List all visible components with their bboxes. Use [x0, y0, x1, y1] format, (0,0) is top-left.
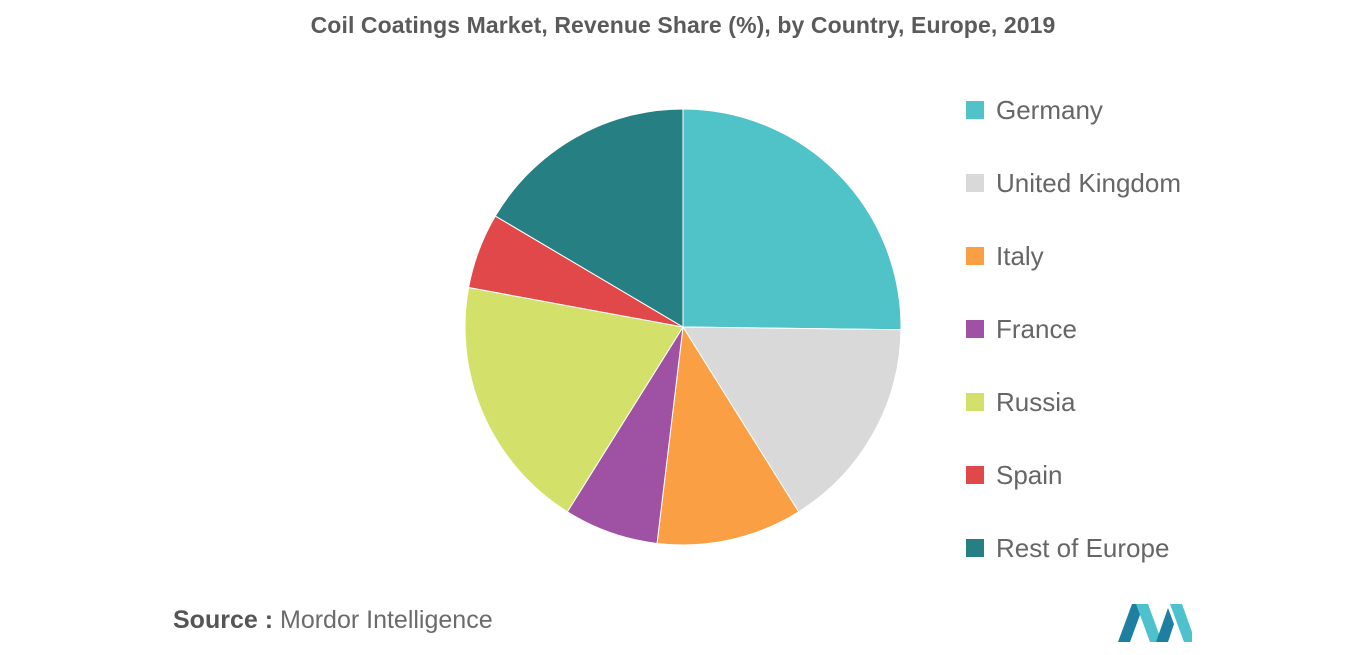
legend-label-united-kingdom: United Kingdom [996, 168, 1181, 198]
source-separator: : [257, 606, 274, 634]
legend-label-france: France [996, 314, 1077, 344]
legend-swatch-italy [966, 247, 984, 265]
pie-slice-russia [464, 286, 684, 513]
legend-swatch-germany [966, 101, 984, 119]
legend-item-italy: Italy [966, 238, 1346, 311]
pie-slice-united-kingdom [682, 326, 902, 513]
legend-item-germany: Germany [966, 92, 1346, 165]
chart-title: Coil Coatings Market, Revenue Share (%),… [310, 12, 1056, 38]
legend-swatch-france [966, 320, 984, 338]
legend-swatch-rest-of-europe [966, 539, 984, 557]
mordor-intelligence-logo [1118, 604, 1192, 642]
legend-item-united-kingdom: United Kingdom [966, 165, 1346, 238]
legend-item-spain: Spain [966, 457, 1346, 530]
legend-label-rest-of-europe: Rest of Europe [996, 533, 1170, 563]
legend: Germany United Kingdom Italy France Russia Sp… [966, 92, 1346, 603]
source-note: Source : Mordor Intelligence [173, 606, 493, 635]
legend-label-russia: Russia [996, 387, 1076, 417]
legend-label-germany: Germany [996, 95, 1103, 125]
legend-swatch-spain [966, 466, 984, 484]
legend-item-russia: Russia [966, 384, 1346, 457]
logo-shape-right [1170, 604, 1192, 642]
pie-slice-italy [656, 325, 800, 546]
legend-swatch-united-kingdom [966, 174, 984, 192]
pie-slice-rest-of-europe [494, 108, 684, 328]
source-label: Source [173, 606, 258, 634]
logo-shape-middle [1136, 604, 1162, 642]
legend-item-france: France [966, 311, 1346, 384]
legend-swatch-russia [966, 393, 984, 411]
legend-label-italy: Italy [996, 241, 1044, 271]
logo-shape-left [1118, 604, 1144, 642]
legend-item-rest-of-europe: Rest of Europe [966, 530, 1346, 603]
legend-label-spain: Spain [996, 460, 1063, 490]
source-text: Mordor Intelligence [273, 606, 493, 634]
pie-slice-germany [682, 108, 902, 331]
logo-shape-inner [1156, 608, 1174, 642]
